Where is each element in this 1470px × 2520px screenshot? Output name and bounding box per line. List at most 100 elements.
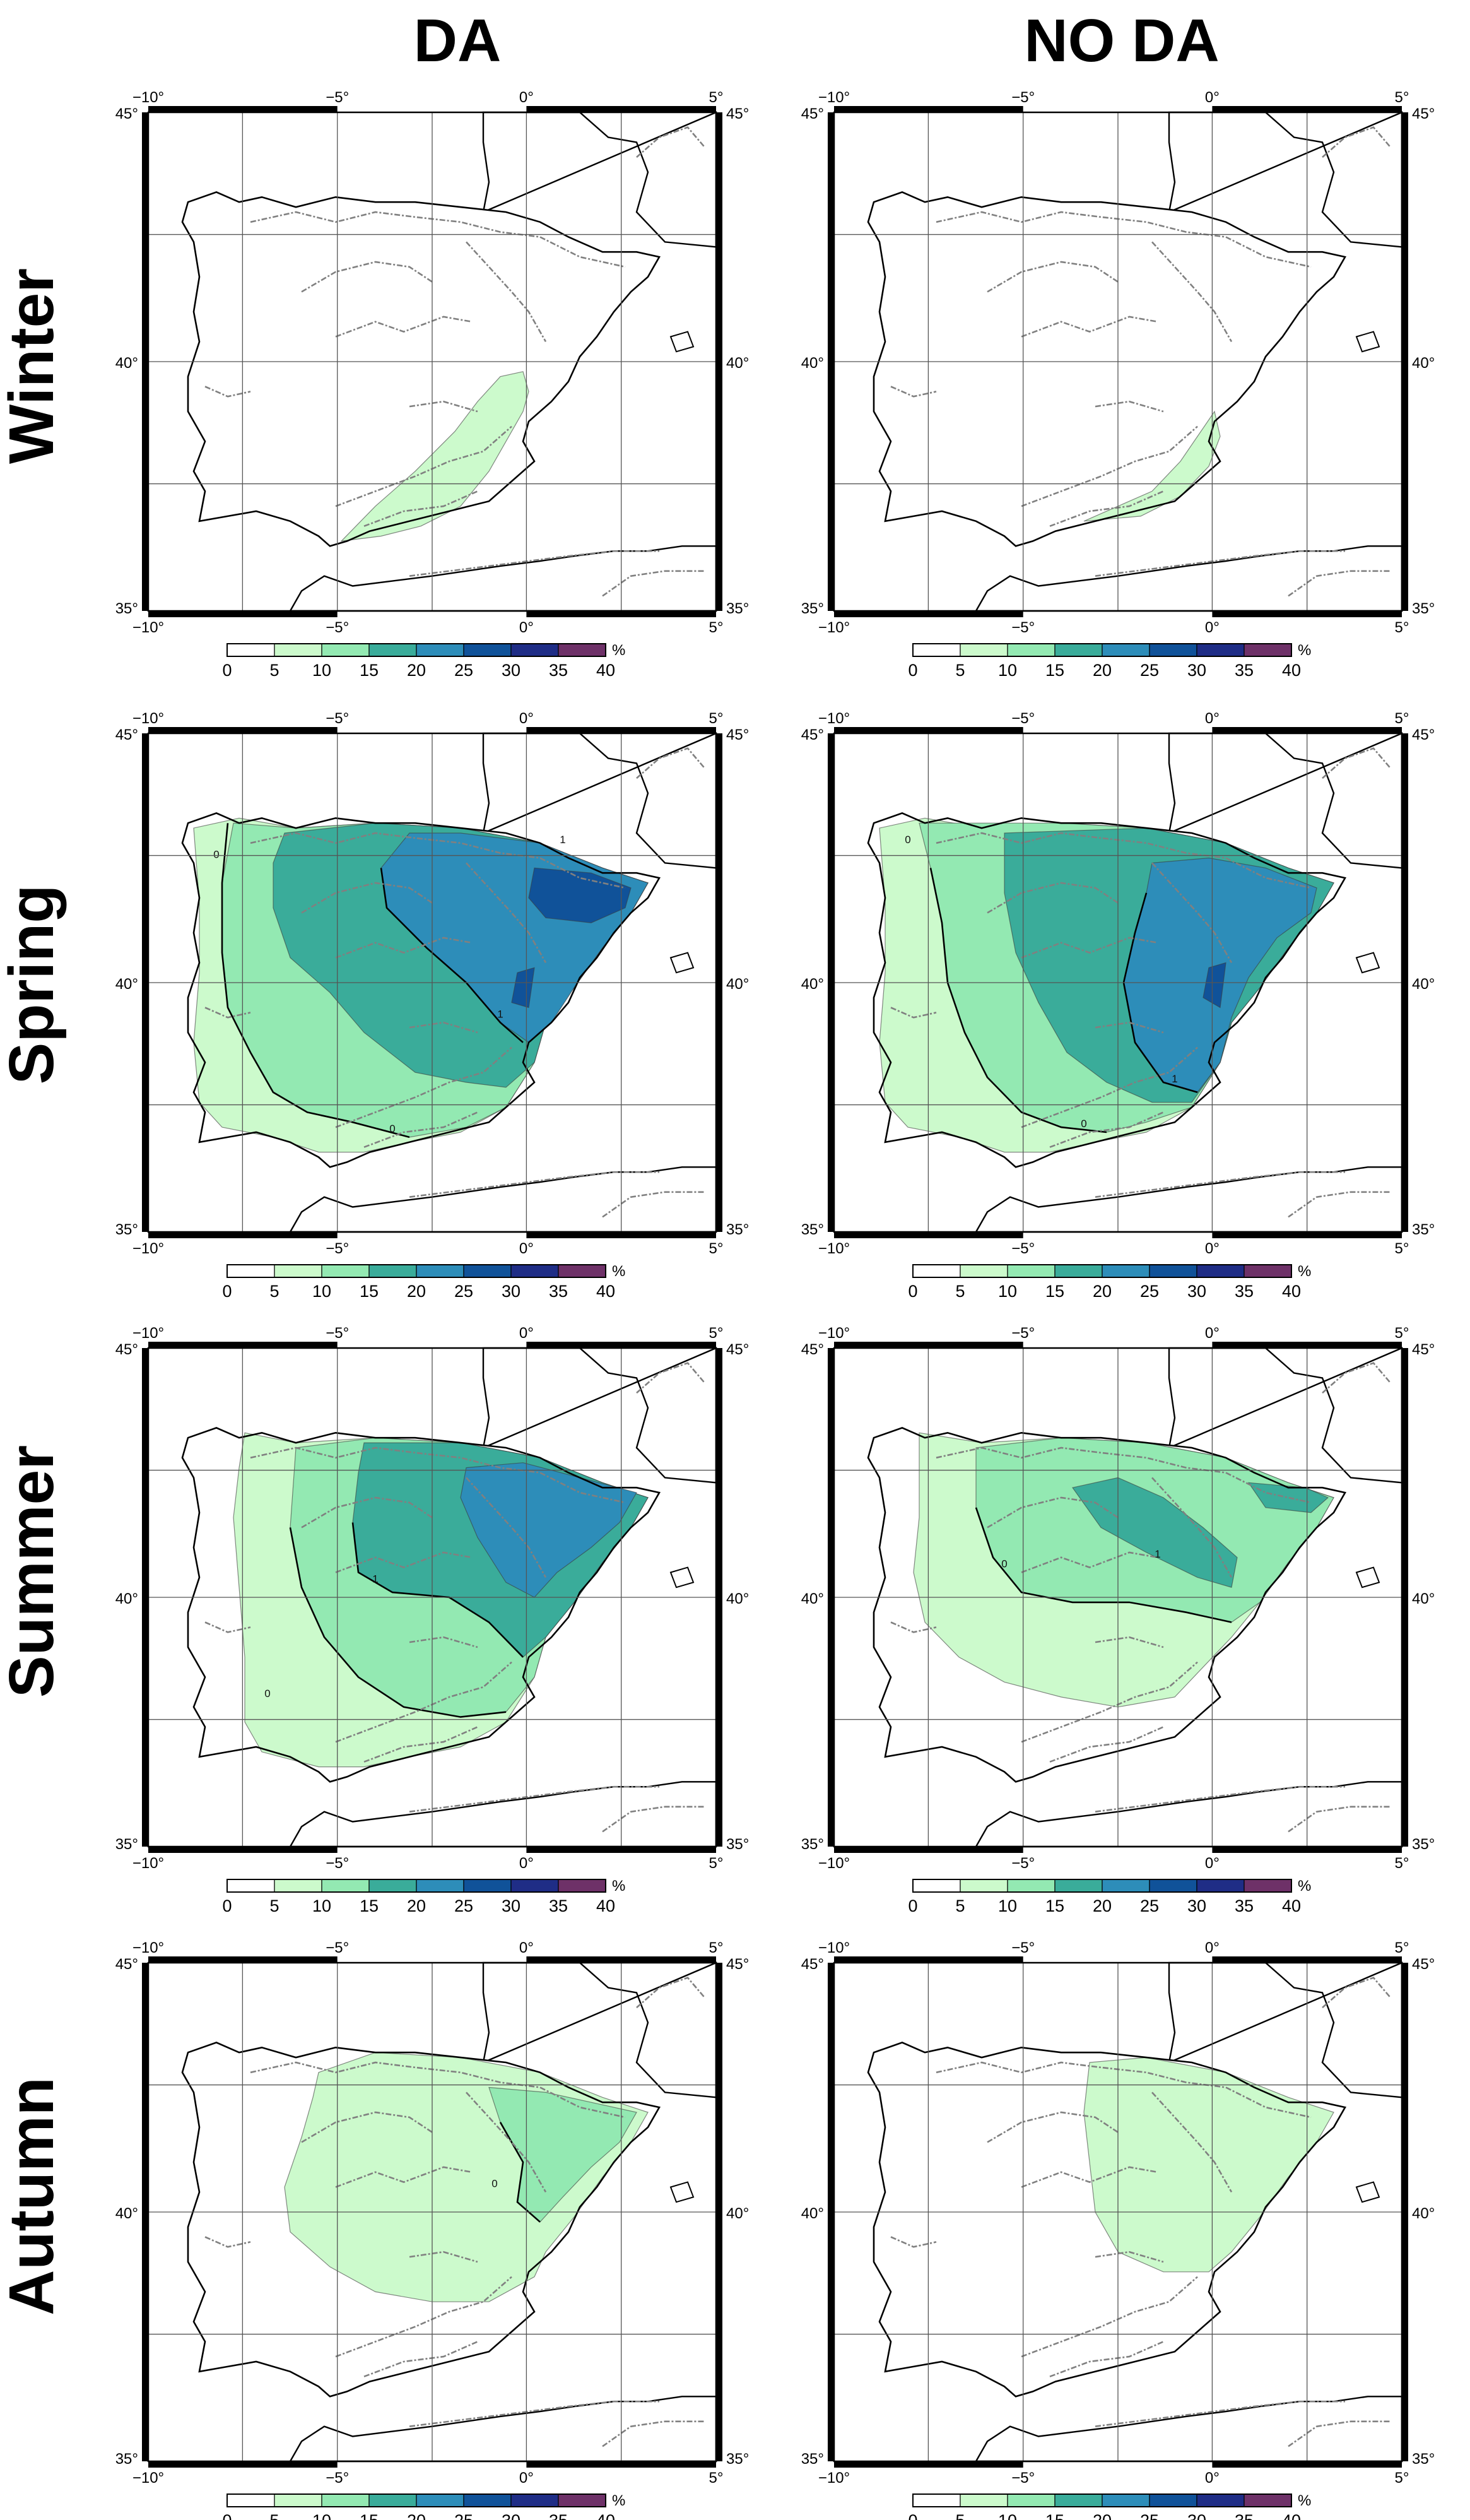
colorbar-tick-label: 20 (1093, 1896, 1112, 1915)
colorbar-swatch (1007, 1264, 1055, 1278)
colorbar-swatch (1244, 1264, 1292, 1278)
orography-line (409, 1171, 659, 1198)
colorbar-swatch (510, 643, 559, 657)
orography-line (204, 1621, 251, 1633)
colorbar-unit-label: % (1298, 1878, 1311, 1895)
colorbar-tick-label: 35 (1235, 2511, 1254, 2520)
colorbar-tick-label: 25 (1140, 1896, 1159, 1915)
lon-tick-label-top: −10° (818, 710, 850, 727)
frame-bar-right (1401, 1963, 1408, 2461)
lat-tick-label-right: 40° (726, 1590, 749, 1607)
contour-label: 0 (1001, 1558, 1007, 1570)
orography-line (409, 1785, 659, 1813)
colorbar-swatch (368, 1879, 417, 1893)
colorbar-tick-label: 35 (549, 2511, 568, 2520)
frame-bar-top (526, 727, 716, 734)
orography-line (1021, 316, 1158, 338)
colorbar-unit-label: % (1298, 642, 1311, 659)
orography-line (1095, 2251, 1164, 2263)
lon-tick-label-bottom: 5° (1395, 1855, 1409, 1872)
orography-line (1322, 1977, 1391, 2009)
orography-line (1095, 400, 1164, 413)
orography-line (1095, 1785, 1345, 1813)
lon-tick-label-bottom: 0° (519, 1855, 534, 1872)
lat-tick-label-left: 45° (801, 726, 824, 743)
lat-tick-label-left: 40° (115, 2205, 138, 2222)
colorbar-tick-label: 15 (1045, 2511, 1064, 2520)
lon-tick-label-top: −10° (818, 89, 850, 106)
orography-line (204, 2236, 251, 2248)
colorbar-tick-label: 25 (454, 661, 473, 680)
colorbar-tick-label: 5 (955, 1896, 965, 1915)
colorbar-swatch (1149, 643, 1197, 657)
colorbar-tick-label: 5 (955, 2511, 965, 2520)
colorbar-frame (226, 1264, 606, 1278)
orography-line (1322, 747, 1391, 779)
orography-line (890, 386, 937, 398)
orography-line (335, 2166, 473, 2188)
colorbar-swatch (1196, 643, 1245, 657)
orography-line (301, 1496, 433, 1529)
lat-tick-label-right: 45° (726, 105, 749, 122)
colorbar-tick-label: 0 (908, 1896, 917, 1915)
lat-tick-label-left: 45° (115, 105, 138, 122)
coastline-balearic (1355, 331, 1380, 353)
lat-tick-label-left: 45° (801, 1956, 824, 1973)
coastline-iberia (181, 1427, 661, 1783)
lon-tick-label-top: 5° (709, 710, 724, 727)
lat-tick-label-left: 45° (115, 1341, 138, 1358)
colorbar-swatch (510, 1879, 559, 1893)
colorbar-tick-label: 40 (596, 1896, 615, 1915)
coastline-iberia (867, 1427, 1347, 1783)
colorbar-tick-label: 10 (312, 1282, 331, 1301)
lon-tick-label-top: −5° (1011, 710, 1035, 727)
orography-line (1322, 1362, 1391, 1394)
orography-line (890, 2236, 937, 2248)
colorbar-tick-label: 0 (222, 1282, 232, 1301)
frame-bar-bottom (148, 2461, 338, 2468)
colorbar-tick-label: 15 (1045, 661, 1064, 680)
colorbar-swatch (274, 643, 322, 657)
contour-label: 1 (560, 834, 565, 846)
frame-bar-left (828, 1963, 835, 2461)
orography-line (409, 400, 478, 413)
colorbar: 0 5 10 15 20 25 30 35 40% (222, 2492, 625, 2520)
frame-bar-right (1401, 112, 1408, 611)
lat-tick-label-right: 35° (726, 600, 749, 617)
coastline-africa (974, 1166, 1403, 1233)
lat-tick-label-right: 35° (726, 1221, 749, 1238)
colorbar: 0 5 10 15 20 25 30 35 40% (908, 2492, 1311, 2520)
colorbar-tick-label: 5 (955, 661, 965, 680)
lat-tick-label-left: 35° (801, 1221, 824, 1238)
lon-tick-label-top: −10° (132, 1325, 164, 1342)
orography-line (987, 2111, 1119, 2143)
orography-line (301, 882, 433, 914)
contour-label: 0 (1081, 1118, 1086, 1130)
lon-tick-label-bottom: 5° (709, 1855, 724, 1872)
orography-line (466, 1477, 547, 1578)
colorbar-tick-label: 15 (360, 2511, 379, 2520)
colorbar-tick-label: 40 (596, 1282, 615, 1301)
lon-tick-label-bottom: 0° (1205, 2470, 1220, 2487)
lat-tick-label-left: 40° (801, 355, 824, 372)
lon-tick-label-top: 5° (1395, 1325, 1409, 1342)
lat-tick-label-right: 40° (1412, 976, 1435, 993)
lon-tick-label-bottom: −10° (132, 1240, 164, 1257)
colorbar-swatch (1244, 2493, 1292, 2507)
frame-bar-left (142, 1348, 149, 1847)
lon-tick-label-top: 0° (519, 1939, 534, 1956)
lon-tick-label-bottom: 0° (1205, 1240, 1220, 1257)
colorbar-tick-label: 25 (1140, 2511, 1159, 2520)
coastline-iberia (867, 2042, 1347, 2398)
orography-line (1095, 1636, 1164, 1648)
frame-bar-right (715, 112, 722, 611)
shaded-region (528, 867, 632, 923)
lat-tick-label-right: 45° (726, 1956, 749, 1973)
colorbar-tick-label: 0 (222, 1896, 232, 1915)
colorbar-swatch (321, 1264, 370, 1278)
lon-tick-label-top: 5° (1395, 89, 1409, 106)
lat-tick-label-right: 40° (1412, 1590, 1435, 1607)
orography-line (636, 1362, 705, 1394)
lat-tick-label-right: 40° (1412, 355, 1435, 372)
frame-bar-top (526, 1342, 716, 1349)
